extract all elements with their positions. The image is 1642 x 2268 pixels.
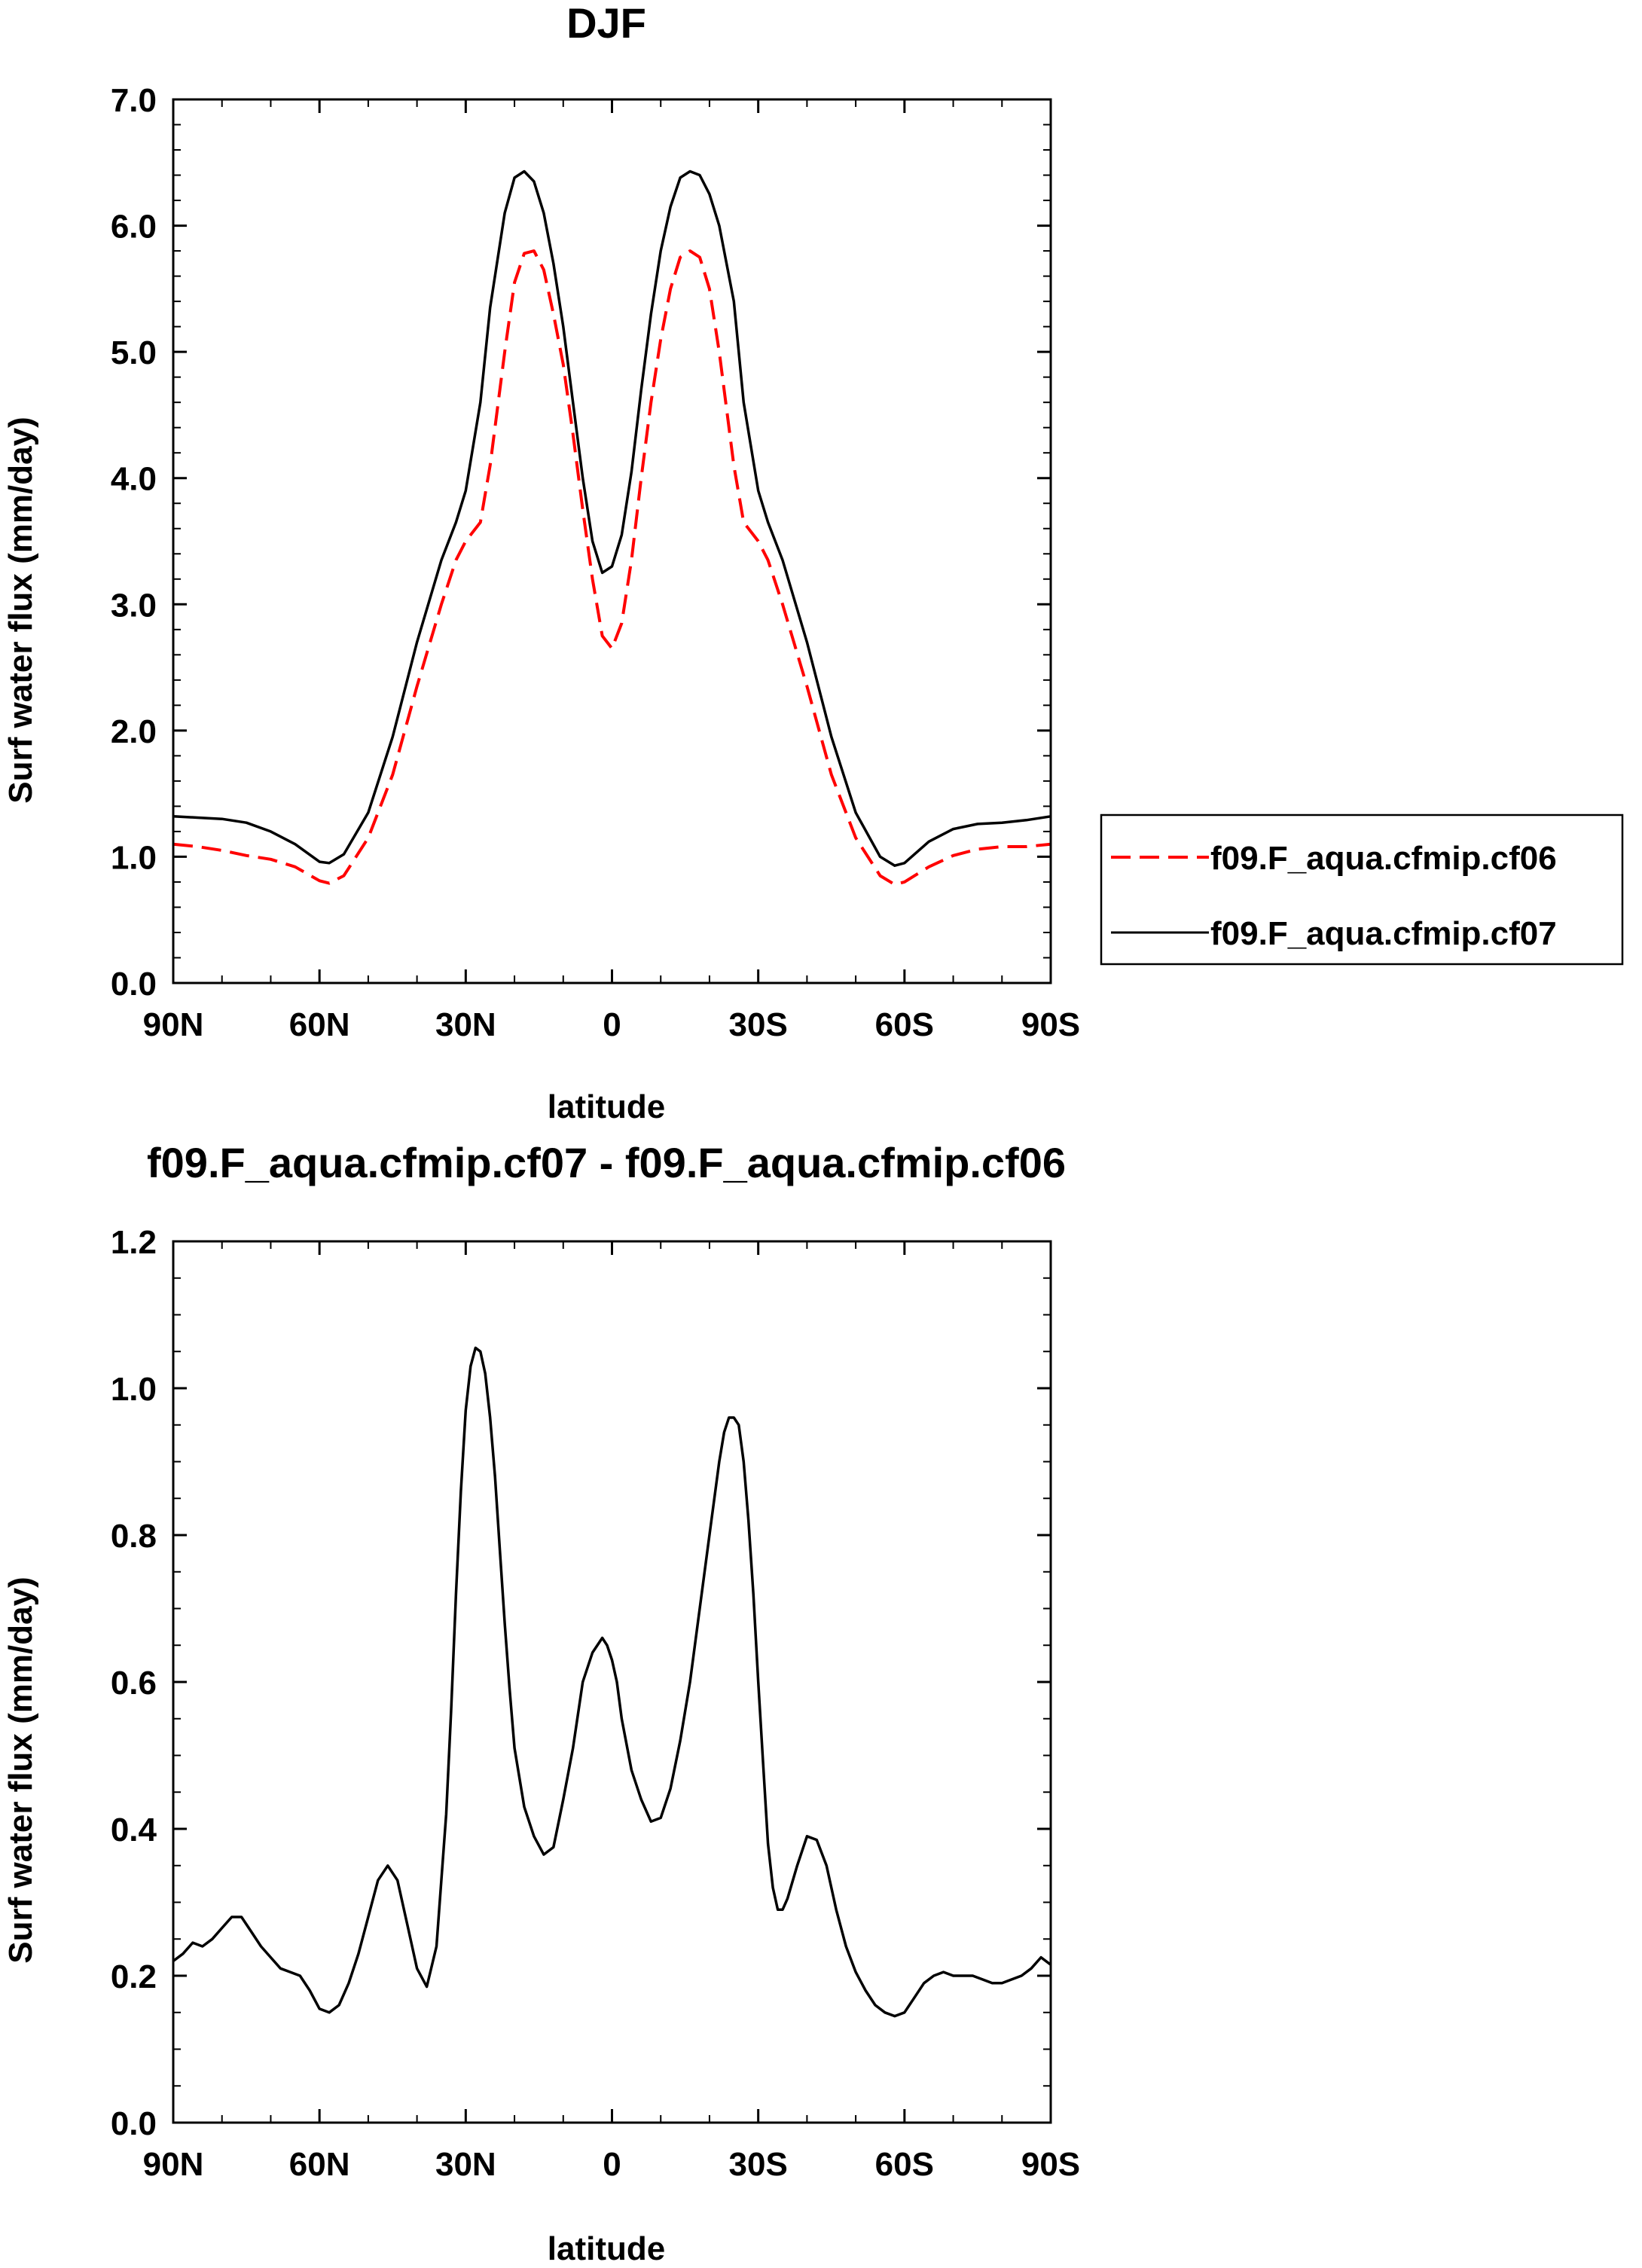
y-tick-label: 7.0 bbox=[111, 82, 157, 119]
x-tick-label: 30S bbox=[729, 2146, 788, 2183]
series-layer bbox=[172, 169, 1051, 887]
legend: f09.F_aqua.cfmip.cf06 f09.F_aqua.cfmip.c… bbox=[1100, 813, 1624, 966]
x-tick-labels: 90N 60N 30N 0 30S 60S 90S bbox=[143, 1006, 1081, 1043]
y-tick-label: 4.0 bbox=[111, 461, 157, 498]
x-tick-label: 30N bbox=[435, 1006, 496, 1043]
chart-title: DJF bbox=[566, 0, 646, 47]
x-tick-label: 90N bbox=[143, 1006, 204, 1043]
y-tick-label: 0.2 bbox=[111, 1958, 157, 1995]
y-tick-label: 0.0 bbox=[111, 2105, 157, 2142]
y-axis-label: Surf water flux (mm/day) bbox=[2, 1577, 39, 1963]
x-tick-label: 60S bbox=[875, 2146, 934, 2183]
x-tick-label: 60N bbox=[289, 1006, 350, 1043]
series-line-f09-f-aqua-cfmip-cf06 bbox=[172, 249, 1051, 887]
y-tick-label: 0.6 bbox=[111, 1665, 157, 1702]
y-tick-label: 5.0 bbox=[111, 334, 157, 371]
djf-panel: DJF 0.0 1.0 2.0 3.0 4.0 5.0 6.0 7.0 90N 60N 30N 0 3… bbox=[2, 0, 1624, 1125]
x-axis-label: latitude bbox=[548, 2230, 665, 2267]
series-line-difference bbox=[172, 1346, 1052, 2018]
x-tick-label: 30S bbox=[729, 1006, 788, 1043]
y-tick-label: 6.0 bbox=[111, 209, 157, 246]
y-axis-label: Surf water flux (mm/day) bbox=[2, 417, 39, 803]
x-tick-label: 60S bbox=[875, 1006, 934, 1043]
x-tick-label: 90S bbox=[1021, 1006, 1080, 1043]
plot-frame bbox=[172, 1240, 1052, 2124]
chart-title: f09.F_aqua.cfmip.cf07 - f09.F_aqua.cfmip… bbox=[147, 1139, 1066, 1186]
y-tick-label: 1.2 bbox=[111, 1224, 157, 1261]
difference-panel: f09.F_aqua.cfmip.cf07 - f09.F_aqua.cfmip… bbox=[2, 1139, 1080, 2267]
series-line-f09-f-aqua-cfmip-cf07 bbox=[172, 169, 1051, 867]
x-tick-label: 90S bbox=[1021, 2146, 1080, 2183]
tick-marks bbox=[172, 98, 1052, 984]
y-tick-labels: 0.0 0.2 0.4 0.6 0.8 1.0 1.2 bbox=[111, 1224, 157, 2142]
series-layer bbox=[172, 1346, 1052, 2018]
y-tick-label: 1.0 bbox=[111, 1371, 157, 1408]
y-tick-labels: 0.0 1.0 2.0 3.0 4.0 5.0 6.0 7.0 bbox=[111, 82, 157, 1003]
y-tick-label: 0.0 bbox=[111, 966, 157, 1003]
y-tick-label: 0.8 bbox=[111, 1518, 157, 1555]
x-tick-labels: 90N 60N 30N 0 30S 60S 90S bbox=[143, 2146, 1081, 2183]
x-tick-label: 90N bbox=[143, 2146, 204, 2183]
x-tick-label: 0 bbox=[603, 1006, 621, 1043]
legend-label-cf06: f09.F_aqua.cfmip.cf06 bbox=[1210, 840, 1557, 877]
y-tick-label: 1.0 bbox=[111, 839, 157, 876]
y-tick-label: 3.0 bbox=[111, 587, 157, 624]
x-tick-label: 60N bbox=[289, 2146, 350, 2183]
x-tick-label: 0 bbox=[603, 2146, 621, 2183]
y-tick-label: 2.0 bbox=[111, 713, 157, 750]
x-tick-label: 30N bbox=[435, 2146, 496, 2183]
legend-box bbox=[1100, 813, 1624, 966]
plot-frame bbox=[172, 98, 1052, 984]
legend-label-cf07: f09.F_aqua.cfmip.cf07 bbox=[1210, 915, 1557, 952]
x-axis-label: latitude bbox=[548, 1088, 665, 1125]
y-tick-label: 0.4 bbox=[111, 1812, 157, 1848]
